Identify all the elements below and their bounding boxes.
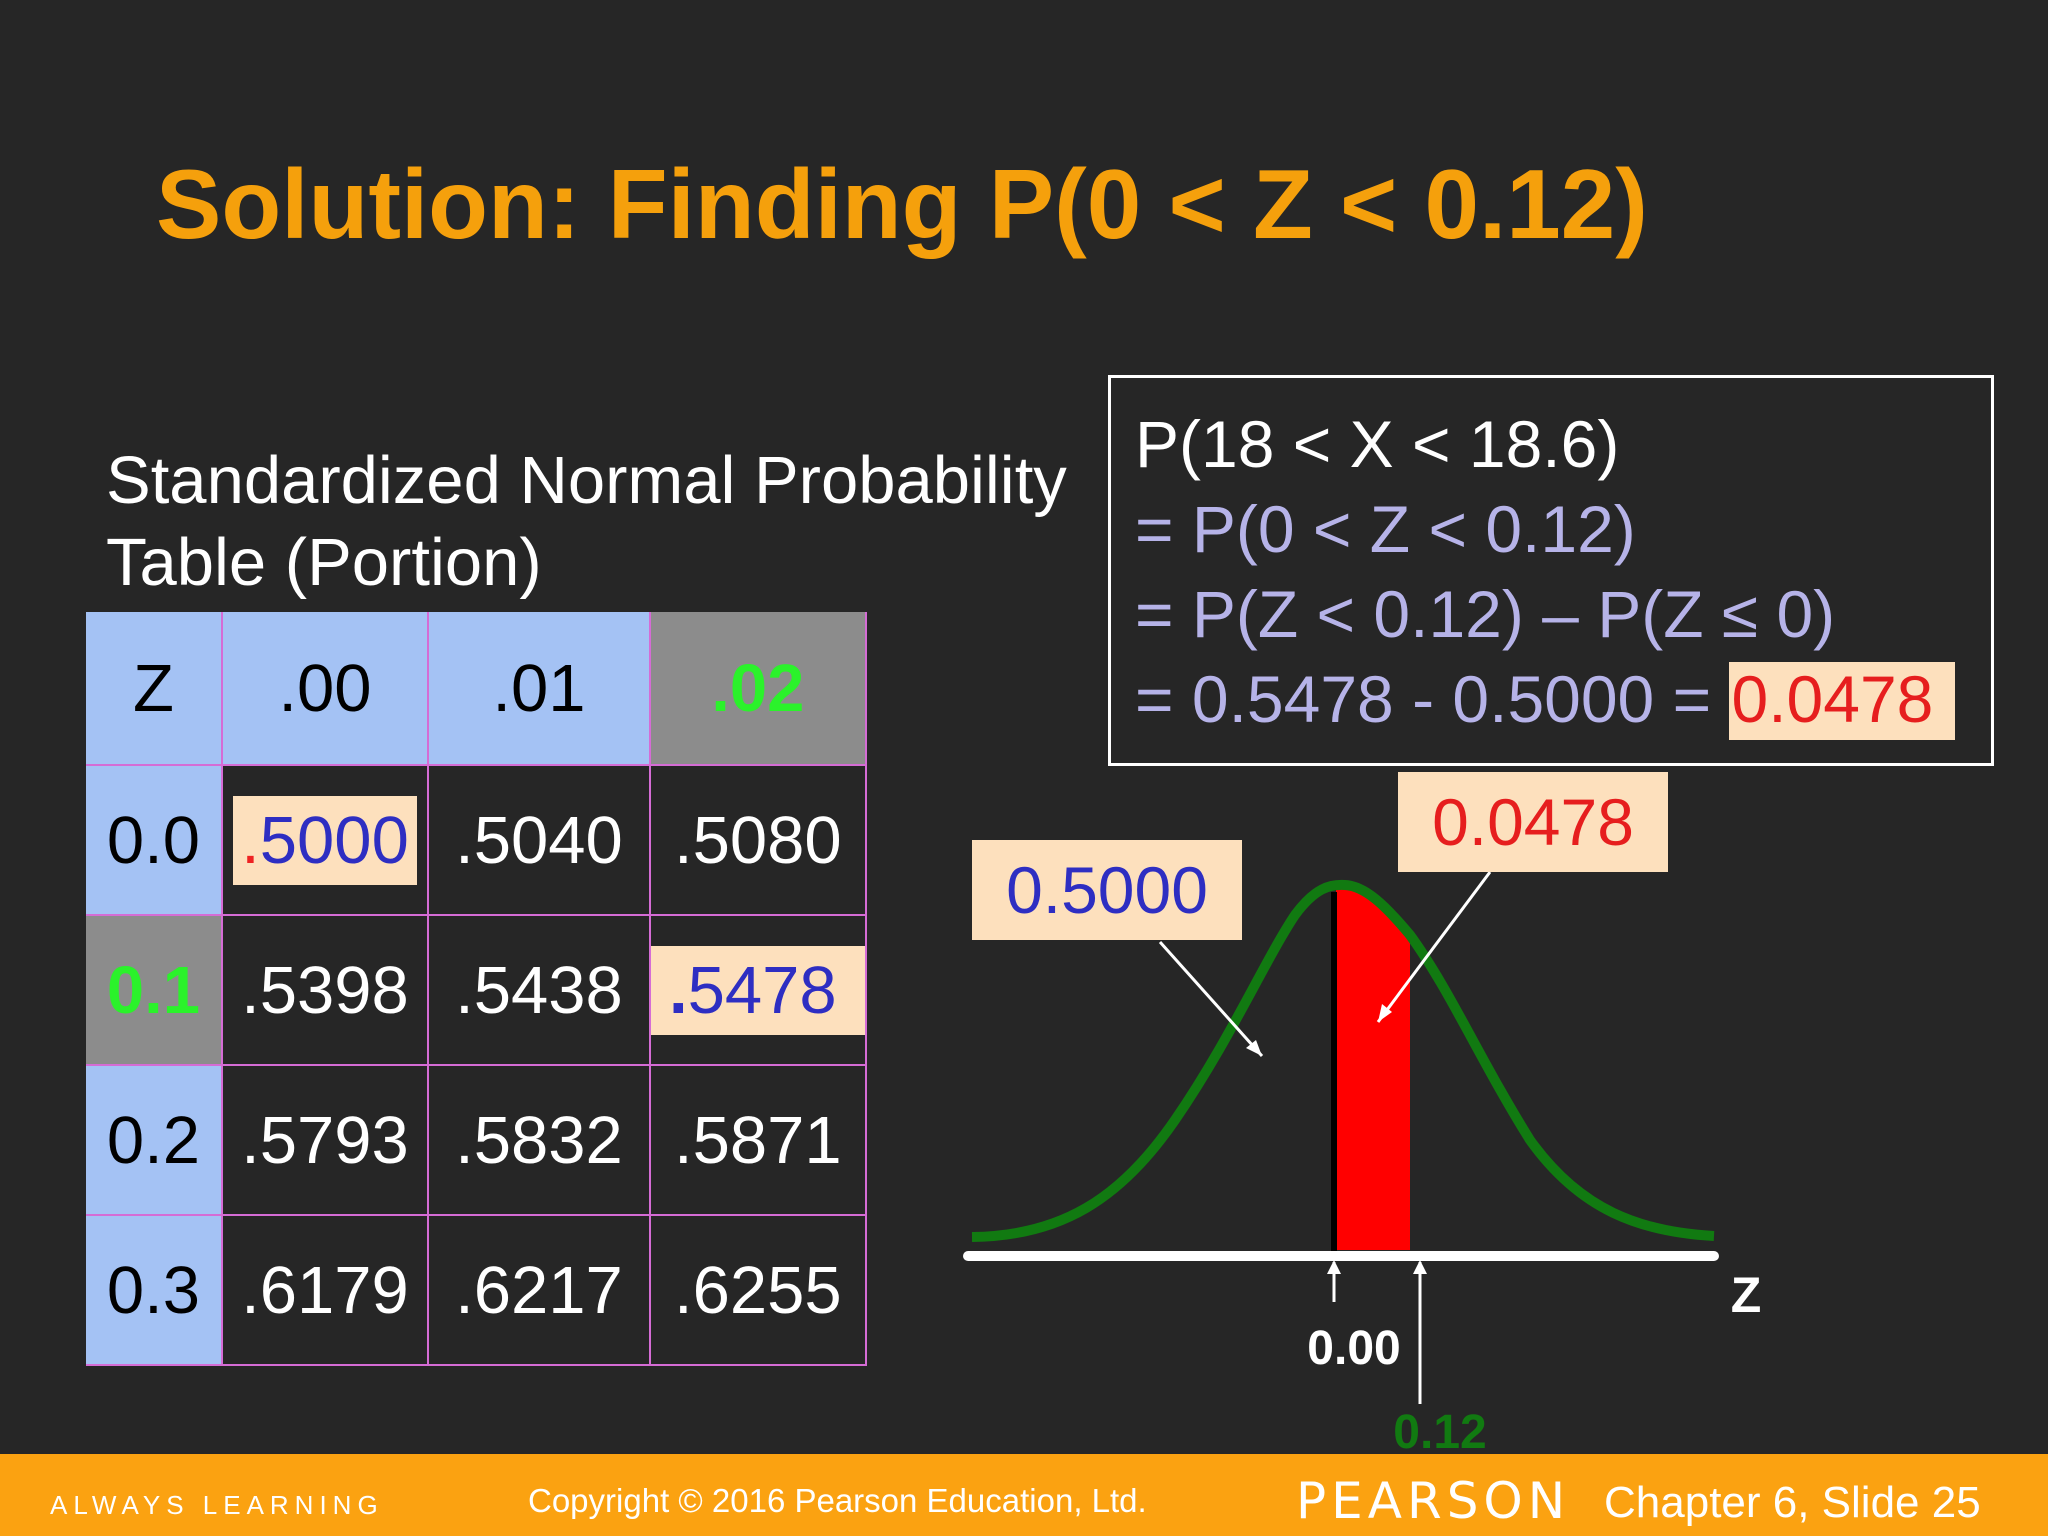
header-00: .00: [222, 612, 429, 766]
table-cell: .5398: [222, 915, 429, 1066]
table-row: 0.2 .5793 .5832 .5871: [86, 1065, 867, 1216]
header-01: .01: [428, 612, 651, 766]
tick-zero-arrowhead: [1327, 1260, 1341, 1274]
z-value-cell: 0.0: [86, 765, 223, 916]
table-caption-line-2: Table (Portion): [106, 525, 542, 600]
solution-answer: 0.0478: [1729, 662, 1956, 740]
table-cell-highlighted: .5000: [222, 765, 429, 916]
callout-right-arrowhead: [1378, 1004, 1392, 1022]
table-cell: .6179: [222, 1215, 429, 1366]
tick-label-zero: 0.00: [1307, 1322, 1400, 1375]
table-cell: .5793: [222, 1065, 429, 1216]
footer-bar: ALWAYS LEARNING Copyright © 2016 Pearson…: [0, 1454, 2048, 1536]
solution-line-4-prefix: = 0.5478 - 0.5000 =: [1135, 662, 1730, 736]
solution-line-3: = P(Z < 0.12) – P(Z ≤ 0): [1135, 577, 1836, 651]
callout-right-value: 0.0478: [1398, 772, 1668, 872]
table-cell: .5080: [650, 765, 867, 916]
z-value-cell-highlighted: 0.1: [86, 915, 223, 1066]
solution-line-4: = 0.5478 - 0.5000 = 0.0478: [1135, 661, 1956, 740]
cell-5478-digits: 5478: [687, 952, 837, 1028]
slide-number: Chapter 6, Slide 25: [1604, 1478, 1981, 1527]
solution-line-2: = P(0 < Z < 0.12): [1135, 492, 1636, 566]
header-02-highlighted: .02: [650, 612, 867, 766]
table-cell: .5438: [428, 915, 651, 1066]
callout-left-value: 0.5000: [972, 840, 1242, 940]
pearson-logo: PEARSON: [1296, 1472, 1571, 1530]
footer-tagline: ALWAYS LEARNING: [50, 1490, 384, 1520]
axis-label-z: Z: [1731, 1267, 1762, 1323]
z-table: Z .00 .01 .02 0.0 .5000 .5040 .5080 0.1 …: [86, 612, 867, 1366]
solution-box: P(18 < X < 18.6) = P(0 < Z < 0.12) = P(Z…: [1108, 375, 1994, 766]
tick-label-012: 0.12: [1393, 1406, 1486, 1459]
shaded-area-0-to-012: [1336, 884, 1410, 1250]
cell-5000-digits: 5000: [259, 802, 409, 878]
table-caption-line-1: Standardized Normal Probability: [106, 443, 1067, 518]
z-value-cell: 0.3: [86, 1215, 223, 1366]
table-header-row: Z .00 .01 .02: [86, 612, 867, 766]
table-cell-highlighted: .5478: [650, 915, 867, 1066]
table-cell: .5040: [428, 765, 651, 916]
callout-left-arrowhead: [1246, 1040, 1262, 1056]
table-cell: .6255: [650, 1215, 867, 1366]
table-row: 0.3 .6179 .6217 .6255: [86, 1215, 867, 1366]
table-cell: .5832: [428, 1065, 651, 1216]
header-z: Z: [86, 612, 223, 766]
solution-line-1: P(18 < X < 18.6): [1135, 407, 1620, 481]
callout-left-pointer: [1158, 940, 1264, 1058]
table-row: 0.1 .5398 .5438 .5478: [86, 915, 867, 1066]
footer-copyright: Copyright © 2016 Pearson Education, Ltd.: [528, 1482, 1147, 1519]
table-cell: .5871: [650, 1065, 867, 1216]
table-row: 0.0 .5000 .5040 .5080: [86, 765, 867, 916]
tick-012-arrowhead: [1413, 1260, 1427, 1274]
slide-title: Solution: Finding P(0 < Z < 0.12): [156, 149, 1648, 259]
callout-right-pointer: [1376, 871, 1492, 1023]
z-value-cell: 0.2: [86, 1065, 223, 1216]
table-cell: .6217: [428, 1215, 651, 1366]
table-caption: Standardized Normal Probability Table (P…: [106, 440, 1067, 604]
